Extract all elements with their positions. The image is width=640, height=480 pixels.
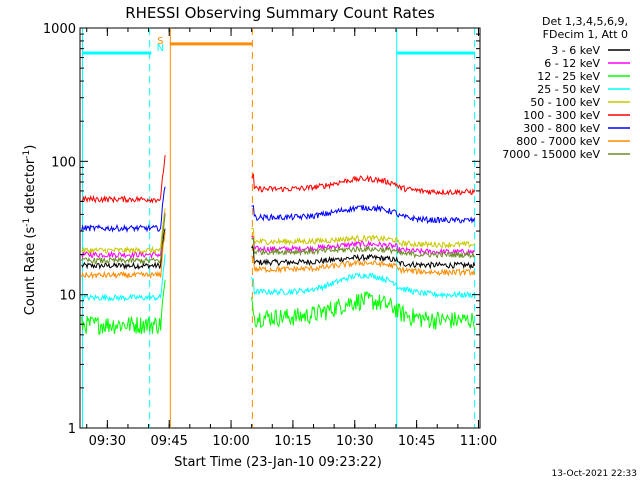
- y-tick-label: 1: [68, 422, 76, 437]
- legend-label: 300 - 800 keV: [523, 122, 600, 135]
- series-line: [81, 214, 476, 265]
- legend-label: 3 - 6 keV: [551, 44, 600, 57]
- ticks-layer: 1 10 100 1000 09:30 09:45 10:00 10:15 10:30 10:45…: [43, 22, 497, 449]
- y-axis-label-sup2: -1: [22, 150, 32, 159]
- legend-label: 7000 - 15000 keV: [502, 148, 600, 161]
- flags-layer: SN: [157, 36, 164, 54]
- x-axis-label: Start Time (23-Jan-10 09:23:22): [174, 455, 382, 470]
- y-axis-label: Count Rate (s-1 detector-1): [22, 145, 38, 316]
- series-line: [81, 208, 476, 256]
- x-tick-label: 10:00: [212, 434, 249, 449]
- x-tick-label: 11:00: [460, 434, 497, 449]
- legend-label: 50 - 100 keV: [530, 96, 600, 109]
- series-line: [81, 155, 476, 204]
- x-tick-label: 10:45: [398, 434, 435, 449]
- series-line: [81, 212, 476, 260]
- y-axis-label-mid: detector: [23, 158, 38, 218]
- x-tick-label: 10:30: [336, 434, 373, 449]
- y-tick-label: 10: [59, 289, 76, 304]
- y-axis-label-end: ): [23, 145, 38, 150]
- legend-label: 12 - 25 keV: [537, 70, 600, 83]
- y-tick-label: 1000: [43, 22, 76, 37]
- chart-title: RHESSI Observing Summary Count Rates: [125, 4, 435, 22]
- x-tick-label: 10:15: [274, 434, 311, 449]
- y-tick-label: 100: [51, 155, 76, 170]
- legend-header-line2: FDecim 1, Att 0: [543, 28, 628, 41]
- plot-area: [79, 27, 481, 429]
- legend-label: 25 - 50 keV: [537, 83, 600, 96]
- plot-frame: [79, 27, 481, 429]
- series-layer: [81, 155, 476, 335]
- y-axis-label-sup1: -1: [22, 218, 32, 227]
- legend-label: 100 - 300 keV: [523, 109, 600, 122]
- legend-label: 800 - 7000 keV: [516, 135, 600, 148]
- x-tick-label: 09:30: [89, 434, 126, 449]
- y-axis-label-main: Count Rate (s: [23, 227, 38, 316]
- footer-date: 13-Oct-2021 22:33: [552, 469, 637, 479]
- series-line: [81, 253, 476, 303]
- orbit-markers: [81, 28, 476, 428]
- series-line: [81, 279, 476, 335]
- flag-label: S: [157, 36, 163, 47]
- legend-header-line1: Det 1,3,4,5,6,9,: [542, 15, 628, 28]
- series-line: [81, 186, 476, 234]
- series-line: [81, 228, 476, 271]
- x-tick-label: 09:45: [150, 434, 187, 449]
- flag-label: N: [157, 43, 164, 54]
- legend-label: 6 - 12 keV: [544, 57, 600, 70]
- legend: Det 1,3,4,5,6,9, FDecim 1, Att 0 3 - 6 k…: [502, 15, 630, 161]
- series-line: [81, 231, 476, 280]
